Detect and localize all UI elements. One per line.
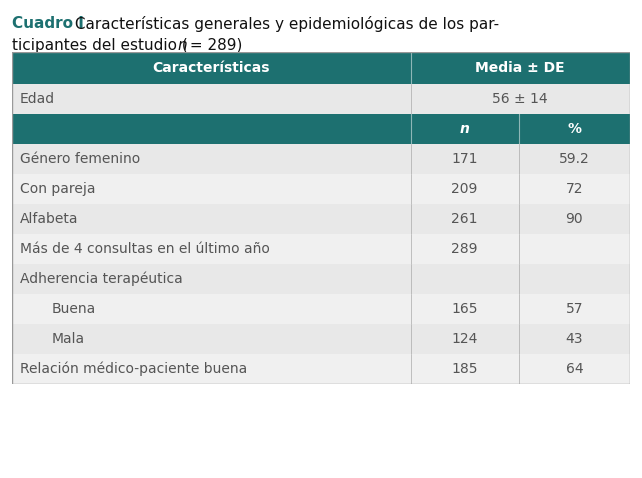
Text: 209: 209 (451, 182, 478, 196)
Text: Características generales y epidemiológicas de los par-: Características generales y epidemiológi… (70, 16, 499, 32)
Text: Cuadro I: Cuadro I (12, 16, 84, 31)
Text: 289: 289 (451, 242, 478, 256)
Text: ticipantes del estudio (: ticipantes del estudio ( (12, 38, 187, 53)
Text: 64: 64 (566, 362, 583, 376)
Text: Mala: Mala (52, 332, 85, 346)
Text: 90: 90 (566, 212, 583, 226)
Text: = 289): = 289) (185, 38, 243, 53)
Text: 59.2: 59.2 (559, 152, 590, 166)
Text: Más de 4 consultas en el último año: Más de 4 consultas en el último año (20, 242, 270, 256)
Text: Características: Características (153, 61, 270, 75)
Text: Género femenino: Género femenino (20, 152, 140, 166)
Text: Con pareja: Con pareja (20, 182, 96, 196)
Text: %: % (568, 122, 582, 136)
Text: n: n (460, 122, 469, 136)
Text: 165: 165 (451, 302, 478, 316)
Text: 185: 185 (451, 362, 478, 376)
Text: Media ± DE: Media ± DE (476, 61, 565, 75)
Text: Relación médico-paciente buena: Relación médico-paciente buena (20, 362, 247, 376)
Text: 43: 43 (566, 332, 583, 346)
Text: 171: 171 (451, 152, 478, 166)
Text: 124: 124 (451, 332, 478, 346)
Text: Adherencia terapéutica: Adherencia terapéutica (20, 272, 183, 286)
Text: Alfabeta: Alfabeta (20, 212, 78, 226)
Text: 72: 72 (566, 182, 583, 196)
Text: Buena: Buena (52, 302, 96, 316)
Text: Edad: Edad (20, 92, 55, 106)
Text: n: n (177, 38, 187, 53)
Text: 57: 57 (566, 302, 583, 316)
Text: 56 ± 14: 56 ± 14 (492, 92, 548, 106)
Text: 261: 261 (451, 212, 478, 226)
